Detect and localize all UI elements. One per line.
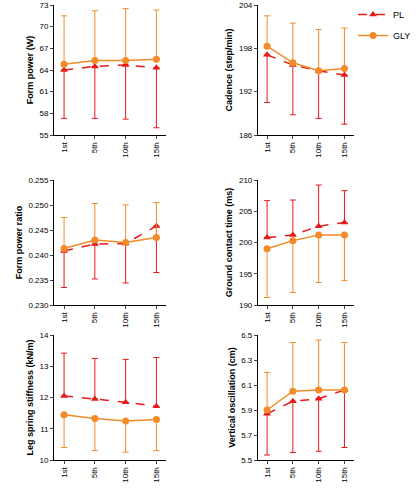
svg-text:204: 204	[239, 1, 253, 10]
svg-text:5th: 5th	[288, 312, 297, 323]
svg-text:55: 55	[40, 131, 49, 140]
svg-text:PL: PL	[393, 10, 404, 20]
svg-text:15th: 15th	[340, 142, 349, 158]
svg-text:12: 12	[40, 393, 49, 402]
svg-text:1st: 1st	[263, 466, 272, 477]
svg-text:15th: 15th	[152, 467, 161, 483]
svg-text:6.1: 6.1	[241, 381, 253, 390]
svg-text:1st: 1st	[60, 311, 69, 322]
svg-text:Leg spring stiffness (kN/m): Leg spring stiffness (kN/m)	[25, 339, 35, 455]
svg-text:67: 67	[40, 44, 49, 53]
svg-text:0.250: 0.250	[28, 201, 49, 210]
svg-text:186: 186	[239, 131, 253, 140]
svg-text:GLY: GLY	[393, 31, 410, 41]
svg-text:10th: 10th	[314, 142, 323, 158]
svg-text:10th: 10th	[314, 312, 323, 328]
svg-text:Form power (W): Form power (W)	[25, 36, 35, 105]
svg-text:70: 70	[40, 22, 49, 31]
svg-text:6.5: 6.5	[241, 331, 253, 340]
svg-text:15th: 15th	[340, 467, 349, 483]
svg-text:192: 192	[239, 87, 253, 96]
svg-text:1st: 1st	[263, 311, 272, 322]
svg-text:205: 205	[239, 207, 253, 216]
svg-text:5th: 5th	[90, 312, 99, 323]
svg-text:1st: 1st	[60, 141, 69, 152]
svg-text:15th: 15th	[152, 142, 161, 158]
svg-text:0.230: 0.230	[28, 301, 49, 310]
svg-text:0.235: 0.235	[28, 276, 49, 285]
svg-text:73: 73	[40, 1, 49, 10]
svg-text:6.3: 6.3	[241, 356, 253, 365]
svg-text:200: 200	[239, 238, 253, 247]
svg-text:10th: 10th	[314, 467, 323, 483]
svg-text:5.9: 5.9	[241, 406, 253, 415]
svg-text:10th: 10th	[121, 142, 130, 158]
svg-text:210: 210	[239, 176, 253, 185]
svg-text:0.240: 0.240	[28, 251, 49, 260]
svg-text:10: 10	[40, 456, 49, 465]
svg-text:58: 58	[40, 109, 49, 118]
svg-text:15th: 15th	[340, 312, 349, 328]
svg-text:5th: 5th	[288, 142, 297, 153]
svg-text:190: 190	[239, 301, 253, 310]
svg-text:198: 198	[239, 44, 253, 53]
svg-text:14: 14	[40, 331, 49, 340]
svg-text:5.5: 5.5	[241, 456, 253, 465]
svg-text:15th: 15th	[152, 312, 161, 328]
svg-text:61: 61	[40, 87, 49, 96]
svg-text:5th: 5th	[90, 467, 99, 478]
svg-text:11: 11	[40, 425, 49, 434]
svg-text:1st: 1st	[263, 141, 272, 152]
svg-text:Cadence (step/min): Cadence (step/min)	[224, 28, 234, 111]
svg-text:64: 64	[40, 66, 49, 75]
svg-text:0.255: 0.255	[28, 176, 49, 185]
svg-text:0.245: 0.245	[28, 226, 49, 235]
svg-text:5th: 5th	[90, 142, 99, 153]
svg-text:Ground contact time (ms): Ground contact time (ms)	[224, 188, 234, 298]
svg-text:Vertical oscillation (cm): Vertical oscillation (cm)	[227, 347, 237, 448]
svg-text:10th: 10th	[121, 467, 130, 483]
svg-text:5.7: 5.7	[241, 431, 253, 440]
svg-text:13: 13	[40, 362, 49, 371]
svg-text:1st: 1st	[60, 466, 69, 477]
svg-text:Form power ratio: Form power ratio	[14, 205, 24, 279]
svg-text:195: 195	[239, 270, 253, 279]
svg-text:5th: 5th	[288, 467, 297, 478]
svg-text:10th: 10th	[121, 312, 130, 328]
